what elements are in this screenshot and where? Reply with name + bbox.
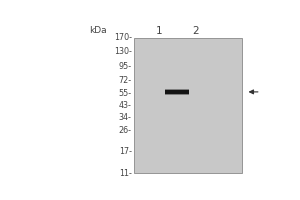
Bar (165, 90, 189, 94)
Text: 26-: 26- (119, 126, 132, 135)
Text: 72-: 72- (118, 76, 132, 85)
Text: 11-: 11- (119, 169, 132, 178)
Text: kDa: kDa (90, 26, 107, 35)
Text: 55-: 55- (118, 89, 132, 98)
Text: 95-: 95- (118, 62, 132, 71)
Bar (165, 90, 189, 95)
Text: 170-: 170- (114, 33, 132, 42)
Text: 43-: 43- (119, 101, 132, 110)
Bar (165, 89, 189, 93)
Text: 2: 2 (192, 26, 199, 36)
Text: 17-: 17- (119, 147, 132, 156)
Text: 34-: 34- (119, 113, 132, 122)
Text: 1: 1 (156, 26, 163, 36)
Bar (134, 38, 242, 173)
Text: 130-: 130- (114, 47, 132, 56)
